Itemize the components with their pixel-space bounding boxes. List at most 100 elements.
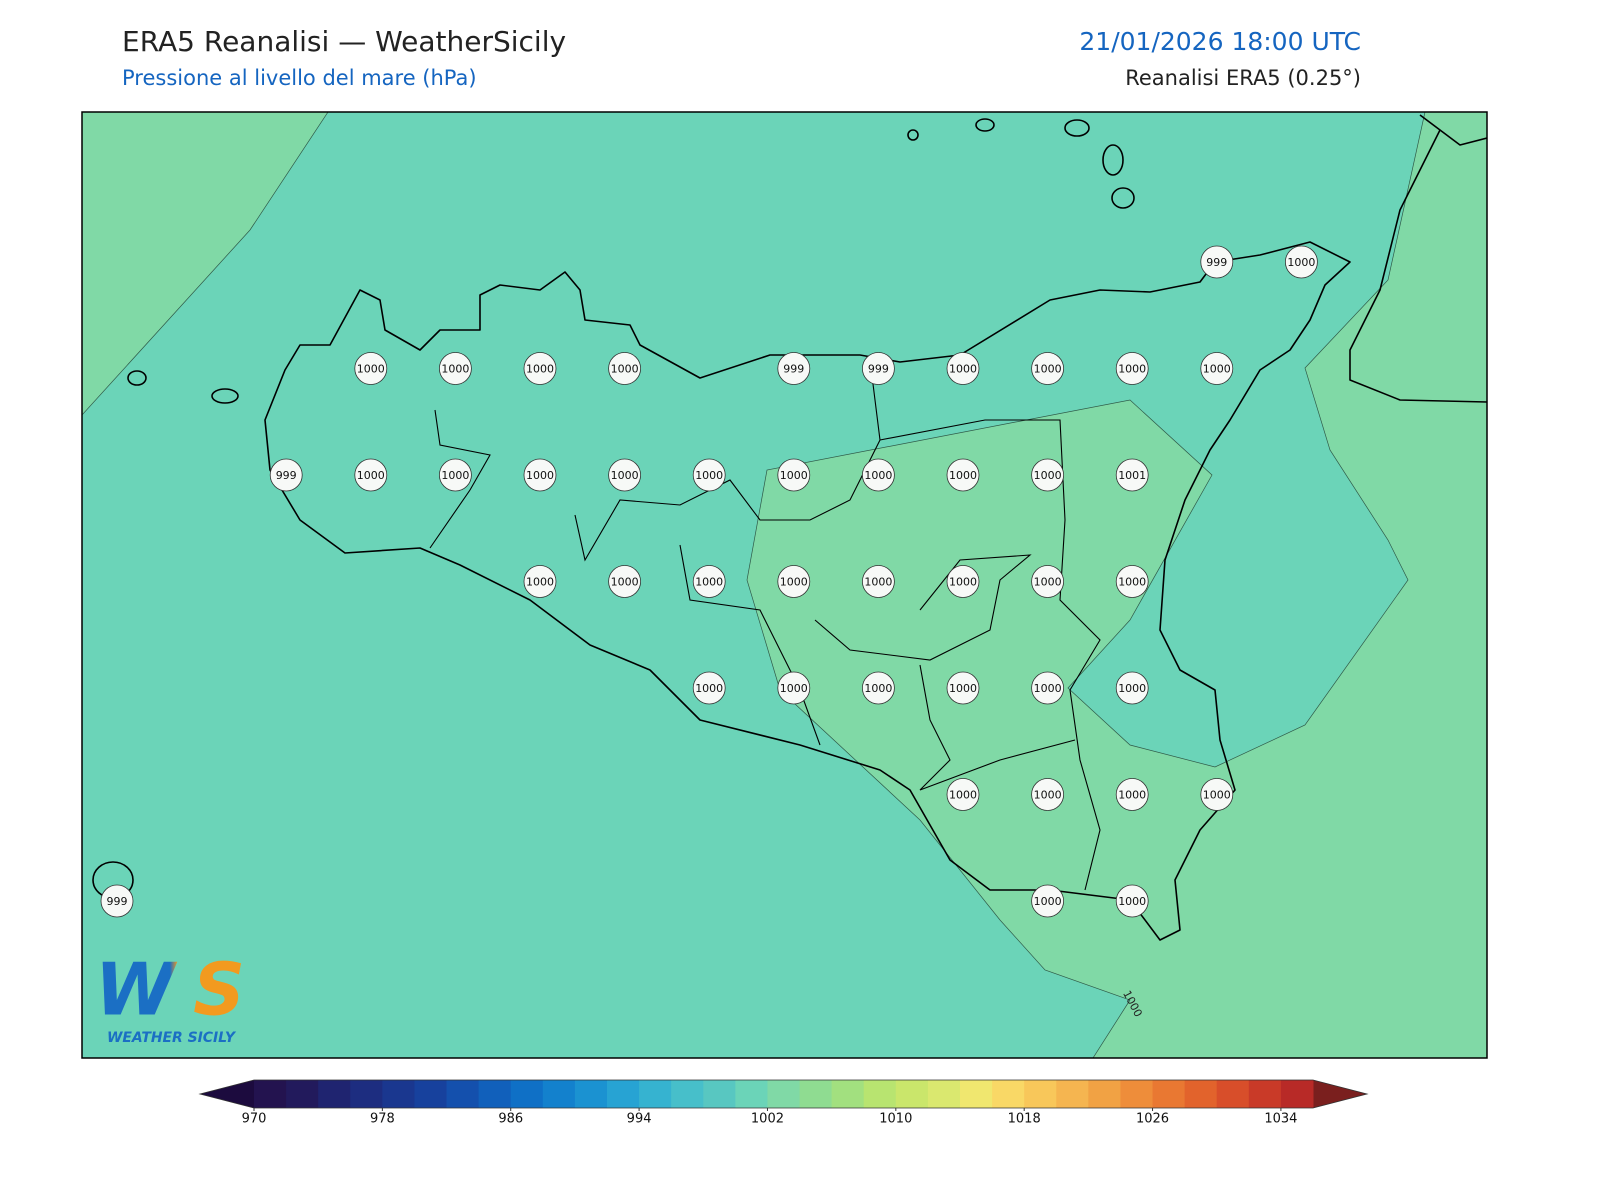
colorbar-segment: [735, 1080, 768, 1108]
island: [975, 118, 995, 132]
station-value: 1000: [526, 576, 554, 589]
station-marker: [608, 458, 641, 492]
colorbar-segment: [254, 1080, 287, 1108]
station-value: 1000: [1034, 789, 1062, 802]
colorbar-segment: [960, 1080, 993, 1108]
station-marker: [1285, 245, 1318, 279]
colorbar-segment: [1056, 1080, 1089, 1108]
station-value: 1001: [1118, 469, 1146, 482]
station-marker: [946, 458, 980, 492]
colorbar-segment: [542, 1080, 576, 1108]
station-value: 1000: [1287, 256, 1315, 269]
station-marker: [354, 352, 388, 385]
station-value: 1000: [526, 363, 554, 376]
colorbar-segment: [286, 1080, 319, 1108]
station-marker: [1115, 352, 1149, 385]
colorbar-segment: [1184, 1080, 1218, 1108]
station-marker: [523, 352, 557, 385]
station-marker: [692, 671, 726, 705]
colorbar-tick-label: 970: [242, 1112, 267, 1127]
island: [1102, 144, 1124, 176]
station-value: 1000: [357, 469, 385, 482]
station-marker: [1115, 671, 1149, 705]
datetime: 21/01/2026 18:00 UTC: [1079, 27, 1361, 56]
station-marker: [1200, 352, 1234, 385]
station-value: 1000: [1034, 469, 1062, 482]
colorbar-over: [1313, 1080, 1367, 1108]
colorbar-segment: [639, 1080, 672, 1108]
station-value: 1000: [949, 682, 977, 695]
station-marker: [269, 458, 303, 492]
colorbar-tick-label: 1026: [1136, 1112, 1169, 1127]
island: [907, 129, 919, 141]
station-value: 1000: [611, 576, 639, 589]
colorbar-under: [200, 1080, 254, 1108]
station-marker: [608, 565, 641, 598]
map-area: 999 1000 1000 1000 1000 1000 999 999 1000 1000 100…: [82, 112, 1487, 1058]
station-marker: [523, 565, 557, 598]
island: [1064, 119, 1090, 137]
station-value: 1000: [1118, 576, 1146, 589]
station-marker: [1031, 671, 1064, 705]
high-pressure-fill: [82, 112, 329, 416]
colorbar-segment: [671, 1080, 704, 1108]
colorbar-segment: [831, 1080, 865, 1108]
title: ERA5 Reanalisi — WeatherSicily: [122, 25, 566, 58]
station-marker: [862, 565, 895, 598]
station-value: 1000: [864, 682, 892, 695]
province-border: [429, 409, 491, 549]
station-marker: [946, 778, 980, 811]
station-value: 1000: [949, 789, 977, 802]
station-value: 1000: [526, 469, 554, 482]
station-value: 1000: [1034, 576, 1062, 589]
calabria-coastline: [1439, 129, 1487, 146]
island: [211, 388, 239, 404]
station-value: 1000: [864, 576, 892, 589]
station-marker: [608, 352, 641, 385]
station-marker: [1115, 778, 1149, 811]
colorbar-segment: [863, 1080, 897, 1108]
colorbar-segment: [574, 1080, 608, 1108]
station-marker: [777, 671, 811, 705]
station-marker: [946, 671, 980, 705]
station-value: 1000: [949, 469, 977, 482]
colorbar-segment: [382, 1080, 415, 1108]
province-border: [879, 419, 1101, 891]
station-value: 1000: [441, 469, 469, 482]
station-value: 999: [1206, 256, 1227, 269]
station-marker: [692, 565, 726, 598]
subtitle: Pressione al livello del mare (hPa): [122, 66, 477, 90]
colorbar-tick-label: 986: [498, 1112, 523, 1127]
station-value: 1000: [780, 469, 808, 482]
station-marker: [1115, 458, 1149, 492]
station-marker: [862, 352, 895, 385]
station-value: 1000: [695, 682, 723, 695]
colorbar-segment: [895, 1080, 929, 1108]
station-value: 1000: [864, 469, 892, 482]
station-marker: [1115, 565, 1149, 598]
colorbar-segment: [799, 1080, 833, 1108]
island: [1111, 187, 1135, 209]
station-marker: [1031, 884, 1064, 918]
colorbar-segment: [478, 1080, 512, 1108]
station-value: 999: [276, 469, 297, 482]
colorbar-segment: [350, 1080, 383, 1108]
colorbar-tick-label: 1034: [1264, 1112, 1297, 1127]
colorbar-tick-label: 978: [370, 1112, 395, 1127]
station-marker: [862, 671, 895, 705]
station-marker: [1031, 778, 1064, 811]
station-value: 1000: [695, 576, 723, 589]
station-value: 1000: [1118, 895, 1146, 908]
colorbar-segment: [992, 1080, 1025, 1108]
colorbar-segment: [1248, 1080, 1282, 1108]
station-marker: [354, 458, 388, 492]
station-marker: [692, 458, 726, 492]
station-value: 1000: [1118, 682, 1146, 695]
station-layer: 999 1000 1000 1000 1000 1000 999 999 1000 1000 100…: [100, 245, 1318, 918]
station-marker: [438, 352, 472, 385]
station-value: 999: [107, 895, 128, 908]
colorbar-segment: [1024, 1080, 1057, 1108]
station-marker: [946, 352, 980, 385]
